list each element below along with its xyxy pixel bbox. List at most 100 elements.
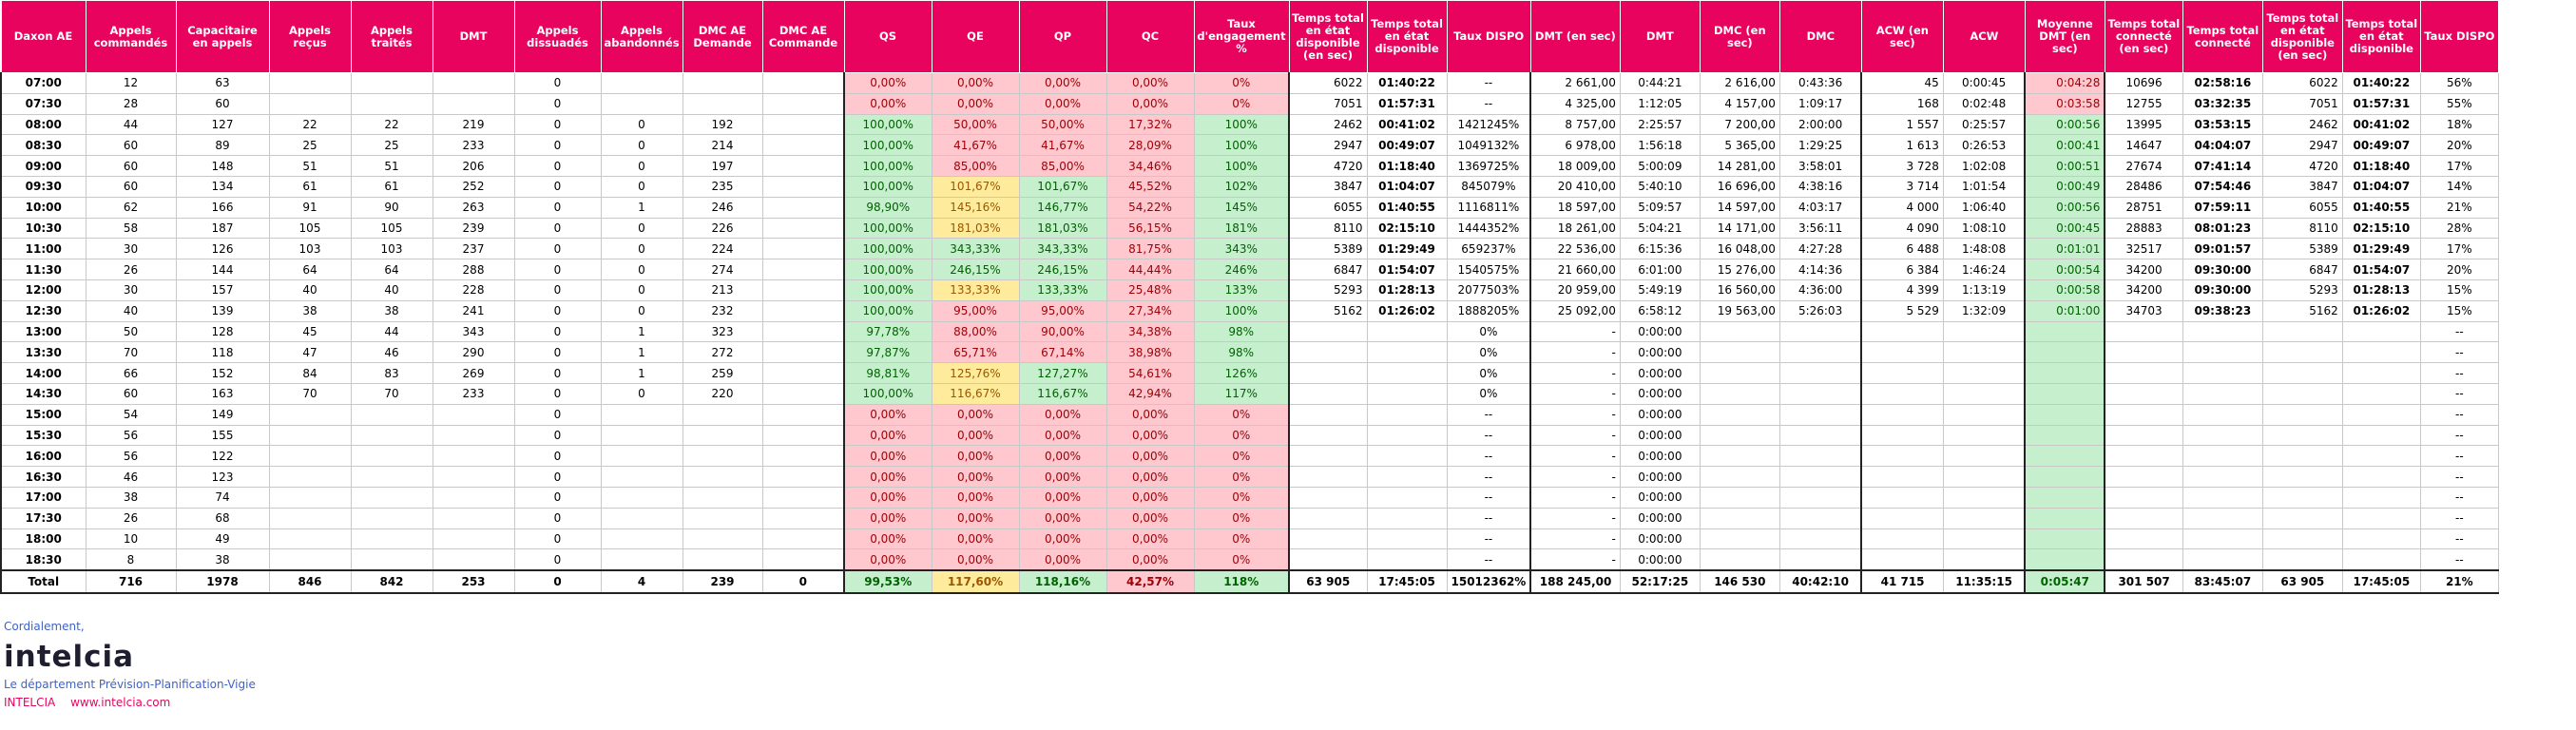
cell-appels-traites-4: 46 bbox=[350, 341, 433, 364]
cell-dmt-19: 1:56:18 bbox=[1619, 134, 1701, 157]
cell-appels-traites-4: 22 bbox=[350, 113, 433, 136]
cell-acw-23 bbox=[1942, 486, 2026, 509]
cell-moyenne-dmt-en-sec-24: 0:00:58 bbox=[2024, 279, 2105, 301]
cell-capacitaire-en-appels-2: 68 bbox=[175, 507, 270, 529]
cell-temps-total-en-etat-disponible-en-sec-15: 3847 bbox=[1288, 175, 1368, 198]
cell-appels-abandonnes-7: 0 bbox=[600, 113, 683, 136]
cell-temps-total-connecte-26 bbox=[2182, 548, 2263, 571]
cell-appels-abandonnes-7: 0 bbox=[600, 279, 683, 301]
cell-moyenne-dmt-en-sec-24 bbox=[2024, 528, 2105, 550]
cell-temps-total-en-etat-disponible-en-sec-15 bbox=[1288, 486, 1368, 509]
cell-temps-total-en-etat-disponible-16: 01:40:55 bbox=[1366, 196, 1448, 219]
cell-dmt-5: 252 bbox=[432, 175, 515, 198]
time-slot: 17:30 bbox=[0, 507, 87, 529]
cell-temps-total-en-etat-disponible-en-sec-27 bbox=[2261, 486, 2343, 509]
table-row: 18:00 10 49 0 0,00% 0,00% 0,00% 0,00% 0% -- -0:00:… bbox=[0, 528, 2499, 550]
time-slot: 12:00 bbox=[0, 279, 87, 301]
cell-temps-total-en-etat-disponible-16 bbox=[1366, 424, 1448, 447]
cell-acw-en-sec-22 bbox=[1860, 424, 1944, 447]
cell-temps-total-en-etat-disponible-16: 02:15:10 bbox=[1366, 217, 1448, 240]
cell-temps-total-en-etat-disponible-en-sec-15: 6055 bbox=[1288, 196, 1368, 219]
cell-appels-dissuades-6: 0 bbox=[513, 466, 602, 488]
cell-qs-10: 100,00% bbox=[843, 217, 932, 240]
cell-appels-recus-3 bbox=[268, 507, 352, 529]
cell-taux-dispo-29: 21% bbox=[2419, 569, 2499, 595]
col-header-appels-abandonnes-7: Appels abandonnés bbox=[600, 0, 683, 73]
cell-acw-en-sec-22: 1 557 bbox=[1860, 113, 1944, 136]
cell-temps-total-connecte-26 bbox=[2182, 341, 2263, 364]
cell-temps-total-en-etat-disponible-28: 01:54:07 bbox=[2341, 259, 2421, 280]
cell-appels-abandonnes-7 bbox=[600, 548, 683, 571]
cell-capacitaire-en-appels-2: 187 bbox=[175, 217, 270, 240]
cell-moyenne-dmt-en-sec-24 bbox=[2024, 424, 2105, 447]
cell-temps-total-connecte-26 bbox=[2182, 424, 2263, 447]
cell-temps-total-connecte-en-sec-25: 27674 bbox=[2104, 155, 2183, 177]
cell-taux-dispo-29: 20% bbox=[2419, 259, 2499, 280]
cell-temps-total-connecte-en-sec-25: 28751 bbox=[2104, 196, 2183, 219]
cell-dmc-en-sec-20: 16 696,00 bbox=[1699, 175, 1780, 198]
cell-taux-d-engagement-14: 0% bbox=[1193, 507, 1290, 529]
cell-dmt-5: 343 bbox=[432, 320, 515, 343]
cell-dmc-21 bbox=[1778, 466, 1862, 488]
report-table-container: Daxon AE Appels commandés Capacitaire en a… bbox=[0, 0, 2499, 595]
cell-dmt-en-sec-18: 18 597,00 bbox=[1529, 196, 1621, 219]
cell-temps-total-connecte-en-sec-25: 34200 bbox=[2104, 279, 2183, 301]
cell-appels-commandes-1: 60 bbox=[85, 155, 177, 177]
cell-appels-dissuades-6: 0 bbox=[513, 382, 602, 405]
cell-temps-total-en-etat-disponible-28: 01:40:55 bbox=[2341, 196, 2421, 219]
cell-dmc-21: 1:09:17 bbox=[1778, 92, 1862, 115]
cell-qp-12: 0,00% bbox=[1018, 548, 1107, 571]
cell-appels-traites-4 bbox=[350, 424, 433, 447]
cell-appels-traites-4: 83 bbox=[350, 362, 433, 384]
cell-dmt-19: 5:09:57 bbox=[1619, 196, 1701, 219]
cell-dmc-en-sec-20: 16 048,00 bbox=[1699, 238, 1780, 260]
cell-acw-23: 1:02:08 bbox=[1942, 155, 2026, 177]
cell-dmt-5 bbox=[432, 424, 515, 447]
col-header-dmt-5: DMT bbox=[432, 0, 515, 73]
website-link[interactable]: www.intelcia.com bbox=[70, 696, 171, 709]
cell-dmc-21 bbox=[1778, 382, 1862, 405]
cell-taux-dispo-29: -- bbox=[2419, 424, 2499, 447]
cell-qc-13: 27,34% bbox=[1105, 299, 1195, 322]
cell-temps-total-en-etat-disponible-28 bbox=[2341, 362, 2421, 384]
cell-temps-total-en-etat-disponible-16: 01:28:13 bbox=[1366, 279, 1448, 301]
cell-temps-total-en-etat-disponible-16 bbox=[1366, 362, 1448, 384]
cell-taux-dispo-29: 55% bbox=[2419, 92, 2499, 115]
cell-moyenne-dmt-en-sec-24: 0:03:58 bbox=[2024, 92, 2105, 115]
cell-temps-total-en-etat-disponible-en-sec-15 bbox=[1288, 362, 1368, 384]
total-row: Total 716 1978 846 842 253 0 4 239 0 99,53% 117,60%… bbox=[0, 569, 2499, 595]
cell-dmc-21 bbox=[1778, 341, 1862, 364]
cell-acw-en-sec-22: 41 715 bbox=[1860, 569, 1944, 595]
cell-appels-traites-4: 103 bbox=[350, 238, 433, 260]
cell-acw-en-sec-22: 4 090 bbox=[1860, 217, 1944, 240]
cell-dmc-21 bbox=[1778, 362, 1862, 384]
cell-qs-10: 0,00% bbox=[843, 403, 932, 426]
cell-qc-13: 0,00% bbox=[1105, 403, 1195, 426]
cell-appels-commandes-1: 10 bbox=[85, 528, 177, 550]
cell-taux-dispo-17: 15012362% bbox=[1446, 569, 1531, 595]
hourly-report-table: Daxon AE Appels commandés Capacitaire en a… bbox=[0, 0, 2499, 595]
cell-taux-dispo-29: -- bbox=[2419, 445, 2499, 468]
cell-temps-total-en-etat-disponible-en-sec-27: 6055 bbox=[2261, 196, 2343, 219]
cell-dmt-19: 0:00:00 bbox=[1619, 445, 1701, 468]
cell-dmc-ae-commande-9 bbox=[761, 196, 845, 219]
cell-dmc-ae-commande-9 bbox=[761, 486, 845, 509]
cell-appels-dissuades-6: 0 bbox=[513, 238, 602, 260]
cell-dmt-en-sec-18: - bbox=[1529, 382, 1621, 405]
cell-qc-13: 0,00% bbox=[1105, 507, 1195, 529]
cell-taux-dispo-17: 1540575% bbox=[1446, 259, 1531, 280]
cell-taux-d-engagement-14: 0% bbox=[1193, 92, 1290, 115]
cell-temps-total-en-etat-disponible-16 bbox=[1366, 528, 1448, 550]
time-slot: 07:00 bbox=[0, 72, 87, 94]
cell-taux-d-engagement-14: 0% bbox=[1193, 548, 1290, 571]
cell-dmt-19: 2:25:57 bbox=[1619, 113, 1701, 136]
cell-appels-abandonnes-7: 0 bbox=[600, 155, 683, 177]
col-header-daxon-ae-0: Daxon AE bbox=[0, 0, 87, 73]
cell-temps-total-en-etat-disponible-28 bbox=[2341, 341, 2421, 364]
cell-appels-dissuades-6: 0 bbox=[513, 362, 602, 384]
time-slot: 11:00 bbox=[0, 238, 87, 260]
cell-temps-total-connecte-en-sec-25: 34200 bbox=[2104, 259, 2183, 280]
cell-qp-12: 95,00% bbox=[1018, 299, 1107, 322]
cell-appels-abandonnes-7: 0 bbox=[600, 238, 683, 260]
cell-taux-d-engagement-14: 102% bbox=[1193, 175, 1290, 198]
